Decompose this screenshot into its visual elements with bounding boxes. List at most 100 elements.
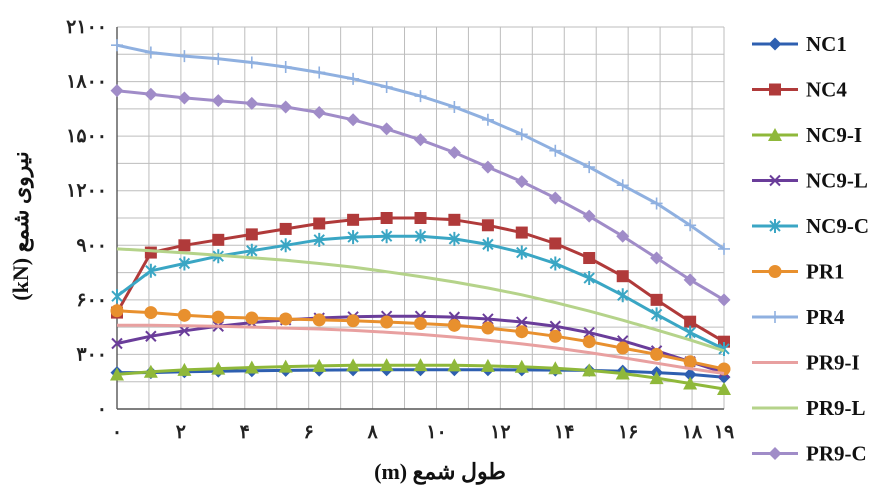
- data-point: [615, 366, 630, 380]
- legend-label: NC9-I: [806, 123, 862, 147]
- y-tick-label: ۰: [97, 399, 107, 420]
- legend-item: NC9-L: [752, 169, 868, 193]
- x-tick-label: ۲: [176, 422, 186, 443]
- legend-item: NC9-I: [752, 123, 862, 147]
- data-point: [616, 341, 630, 355]
- series-pr4: [111, 39, 730, 255]
- legend-label: PR9-I: [806, 351, 860, 375]
- data-point: [144, 306, 158, 320]
- series-pr9-c: [110, 84, 731, 307]
- data-point: [144, 46, 157, 59]
- data-point: [347, 72, 360, 85]
- data-point: [515, 128, 528, 141]
- data-point: [144, 87, 158, 101]
- data-point: [346, 113, 360, 127]
- x-tick-label: ۱۰: [426, 422, 446, 443]
- data-point: [110, 367, 124, 381]
- data-point: [768, 128, 782, 141]
- data-point: [482, 313, 494, 325]
- data-point: [768, 37, 782, 51]
- legend-label: NC9-C: [806, 214, 869, 238]
- data-point: [380, 122, 394, 136]
- legend-label: PR1: [806, 260, 845, 284]
- series-nc4: [111, 212, 730, 348]
- data-point: [110, 304, 124, 318]
- data-point: [650, 197, 663, 210]
- data-point: [549, 144, 562, 157]
- legend-item: PR9-C: [752, 442, 867, 466]
- data-point: [582, 335, 596, 349]
- legend-item: NC9-C: [752, 214, 869, 238]
- y-tick-label: ۱۲۰۰: [66, 181, 107, 202]
- legend-item: NC4: [752, 78, 847, 102]
- data-point: [212, 233, 225, 246]
- data-point: [583, 252, 596, 265]
- data-point: [246, 243, 258, 258]
- data-point: [684, 325, 696, 340]
- data-point: [379, 358, 394, 372]
- data-point: [549, 320, 562, 332]
- data-point: [279, 222, 292, 235]
- series-line: [116, 89, 725, 302]
- data-point: [178, 325, 191, 337]
- data-point: [650, 347, 664, 361]
- x-axis-title: طول شمع (m): [374, 459, 506, 485]
- data-point: [582, 363, 597, 377]
- data-point: [718, 341, 730, 356]
- data-point: [380, 81, 393, 94]
- data-point: [683, 355, 697, 369]
- data-point: [177, 308, 191, 322]
- data-point: [684, 219, 697, 232]
- data-point: [245, 56, 258, 69]
- legend-label: PR4: [806, 305, 845, 329]
- data-point: [212, 52, 225, 65]
- data-point: [548, 191, 562, 205]
- x-tick-label: ۱۴: [554, 422, 574, 443]
- data-point: [481, 219, 494, 232]
- data-point: [718, 242, 730, 255]
- series-pr9-l: [116, 247, 725, 353]
- data-point: [448, 213, 461, 226]
- data-point: [211, 310, 225, 324]
- legend-label: NC4: [806, 78, 847, 102]
- data-point: [111, 39, 123, 52]
- data-point: [515, 175, 529, 189]
- series-pr1: [110, 304, 731, 376]
- legend-item: PR9-I: [752, 351, 860, 375]
- data-point: [312, 105, 326, 119]
- data-point: [145, 263, 157, 278]
- data-point: [278, 359, 293, 373]
- data-point: [447, 318, 461, 332]
- x-tick-label: ۰: [112, 422, 122, 443]
- data-point: [448, 101, 461, 114]
- data-point: [548, 329, 562, 343]
- data-point: [380, 315, 394, 329]
- y-tick-label: ۲۱۰۰: [66, 17, 107, 38]
- data-point: [683, 273, 697, 287]
- data-point: [279, 312, 293, 326]
- data-point: [110, 84, 124, 98]
- data-point: [279, 61, 292, 74]
- x-tick-label: ۱۸: [682, 422, 703, 443]
- x-tick-label: ۱۲: [490, 422, 510, 443]
- data-point: [516, 245, 528, 260]
- data-point: [481, 113, 494, 126]
- series-line: [117, 323, 725, 375]
- data-point: [717, 293, 731, 307]
- series-pr9-i: [117, 323, 725, 375]
- data-point: [177, 91, 191, 105]
- data-point: [178, 50, 191, 63]
- data-point: [447, 358, 462, 372]
- data-point: [111, 337, 123, 350]
- y-tick-label: ۹۰۰: [76, 235, 107, 256]
- data-point: [413, 358, 428, 372]
- legend-label: NC9-L: [806, 169, 868, 193]
- series-line: [116, 247, 725, 353]
- data-point: [145, 330, 157, 342]
- data-point: [211, 94, 225, 108]
- data-point: [683, 376, 698, 390]
- data-point: [481, 321, 495, 335]
- data-point: [514, 359, 529, 373]
- data-point: [769, 219, 781, 233]
- data-point: [684, 315, 697, 328]
